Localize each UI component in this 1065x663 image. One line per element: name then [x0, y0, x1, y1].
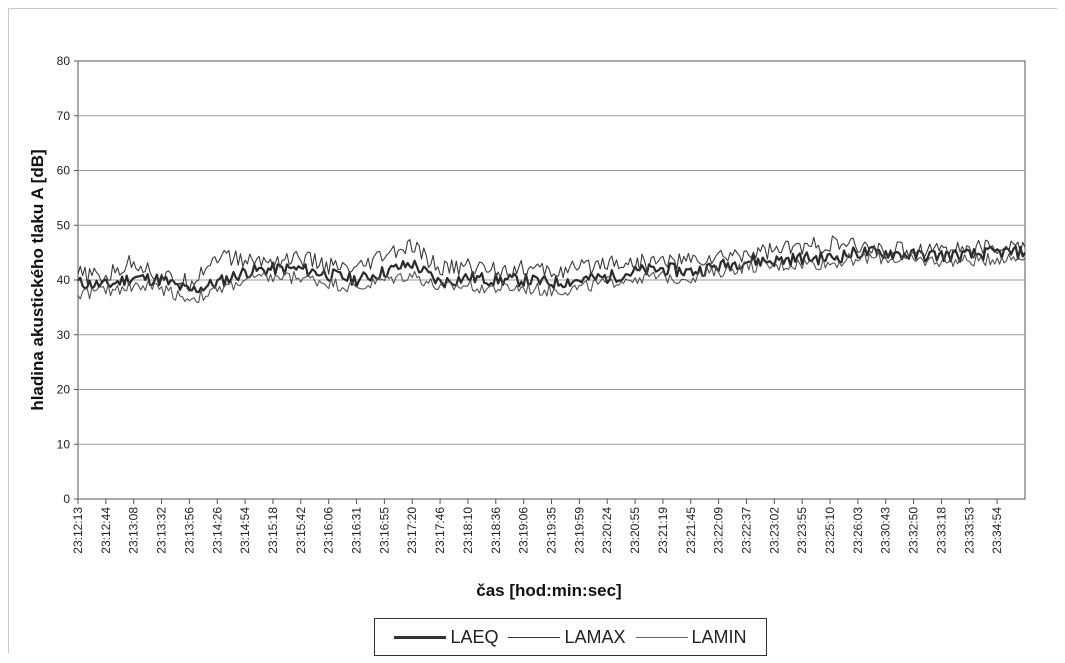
legend-item-laeq: LAEQ	[394, 627, 498, 648]
y-axis-label: hladina akustického tlaku A [dB]	[28, 149, 47, 410]
x-tick-label: 23:22:37	[739, 507, 753, 554]
x-tick-label: 23:20:55	[628, 507, 642, 554]
x-axis-label: čas [hod:min:sec]	[476, 581, 621, 600]
legend-swatch-lamin	[635, 636, 688, 638]
x-tick-label: 23:20:24	[600, 507, 614, 554]
x-tick-label: 23:17:20	[405, 507, 419, 554]
x-tick-label: 23:12:13	[71, 507, 85, 554]
series-line-lamax	[77, 235, 1026, 292]
y-tick-label: 40	[57, 273, 71, 287]
x-tick-label: 23:21:19	[656, 507, 670, 554]
legend-item-lamin: LAMIN	[635, 626, 747, 648]
legend-swatch-laeq	[394, 635, 447, 639]
x-tick-label: 23:25:10	[823, 507, 837, 554]
x-tick-label: 23:32:50	[907, 507, 921, 554]
x-tick-label: 23:33:18	[934, 507, 948, 554]
x-tick-label: 23:19:35	[545, 507, 559, 554]
legend-item-lamax: LAMAX	[508, 626, 626, 648]
x-tick-label: 23:13:56	[182, 507, 196, 554]
x-tick-label: 23:15:42	[294, 507, 308, 554]
x-tick-label: 23:21:45	[684, 507, 698, 554]
x-tick-label: 23:17:46	[433, 507, 447, 554]
x-tick-label: 23:14:54	[238, 507, 252, 554]
y-tick-label: 80	[57, 54, 71, 68]
x-tick-label: 23:12:44	[99, 507, 113, 554]
x-tick-label: 23:26:03	[851, 507, 865, 554]
y-tick-label: 10	[57, 437, 71, 451]
x-tick-label: 23:16:55	[377, 507, 391, 554]
legend-label-lamax: LAMAX	[564, 626, 626, 647]
legend-label-lamin: LAMIN	[691, 626, 747, 647]
x-tick-label: 23:22:09	[712, 507, 726, 554]
legend-label-laeq: LAEQ	[450, 626, 499, 647]
series-lines	[77, 235, 1026, 303]
x-tick-label: 23:18:10	[461, 507, 475, 554]
x-tick-label: 23:23:55	[795, 507, 809, 554]
x-tick-label: 23:13:32	[155, 507, 169, 554]
legend: LAEQ LAMAX LAMIN	[374, 618, 767, 656]
x-tick-label: 23:13:08	[127, 507, 141, 554]
x-axis-ticks: 23:12:13 23:12:44 23:13:08 23:13:32 23:13:56…	[71, 499, 1004, 554]
legend-swatch-lamax	[508, 636, 561, 638]
y-tick-label: 20	[57, 383, 71, 397]
series-line-lamin	[77, 251, 1026, 303]
x-tick-label: 23:16:06	[322, 507, 336, 554]
x-tick-label: 23:34:54	[990, 507, 1004, 554]
x-tick-label: 23:14:26	[210, 507, 224, 554]
x-tick-label: 23:19:59	[572, 507, 586, 554]
x-tick-label: 23:16:31	[350, 507, 364, 554]
y-tick-label: 30	[57, 328, 71, 342]
y-tick-label: 50	[57, 218, 71, 232]
page-frame	[8, 8, 1057, 653]
y-tick-label: 70	[57, 109, 71, 123]
y-tick-label: 60	[57, 164, 71, 178]
y-tick-label: 0	[63, 492, 70, 506]
x-tick-label: 23:33:53	[962, 507, 976, 554]
series-line-laeq	[77, 245, 1026, 294]
x-tick-label: 23:15:18	[266, 507, 280, 554]
y-axis-ticks: 0 10 20 30 40 50 60 70 80	[57, 54, 78, 506]
grid-lines	[78, 115, 1025, 445]
x-tick-label: 23:18:36	[489, 507, 503, 554]
x-tick-label: 23:30:43	[879, 507, 893, 554]
x-tick-label: 23:19:06	[517, 507, 531, 554]
x-tick-label: 23:23:02	[767, 507, 781, 554]
